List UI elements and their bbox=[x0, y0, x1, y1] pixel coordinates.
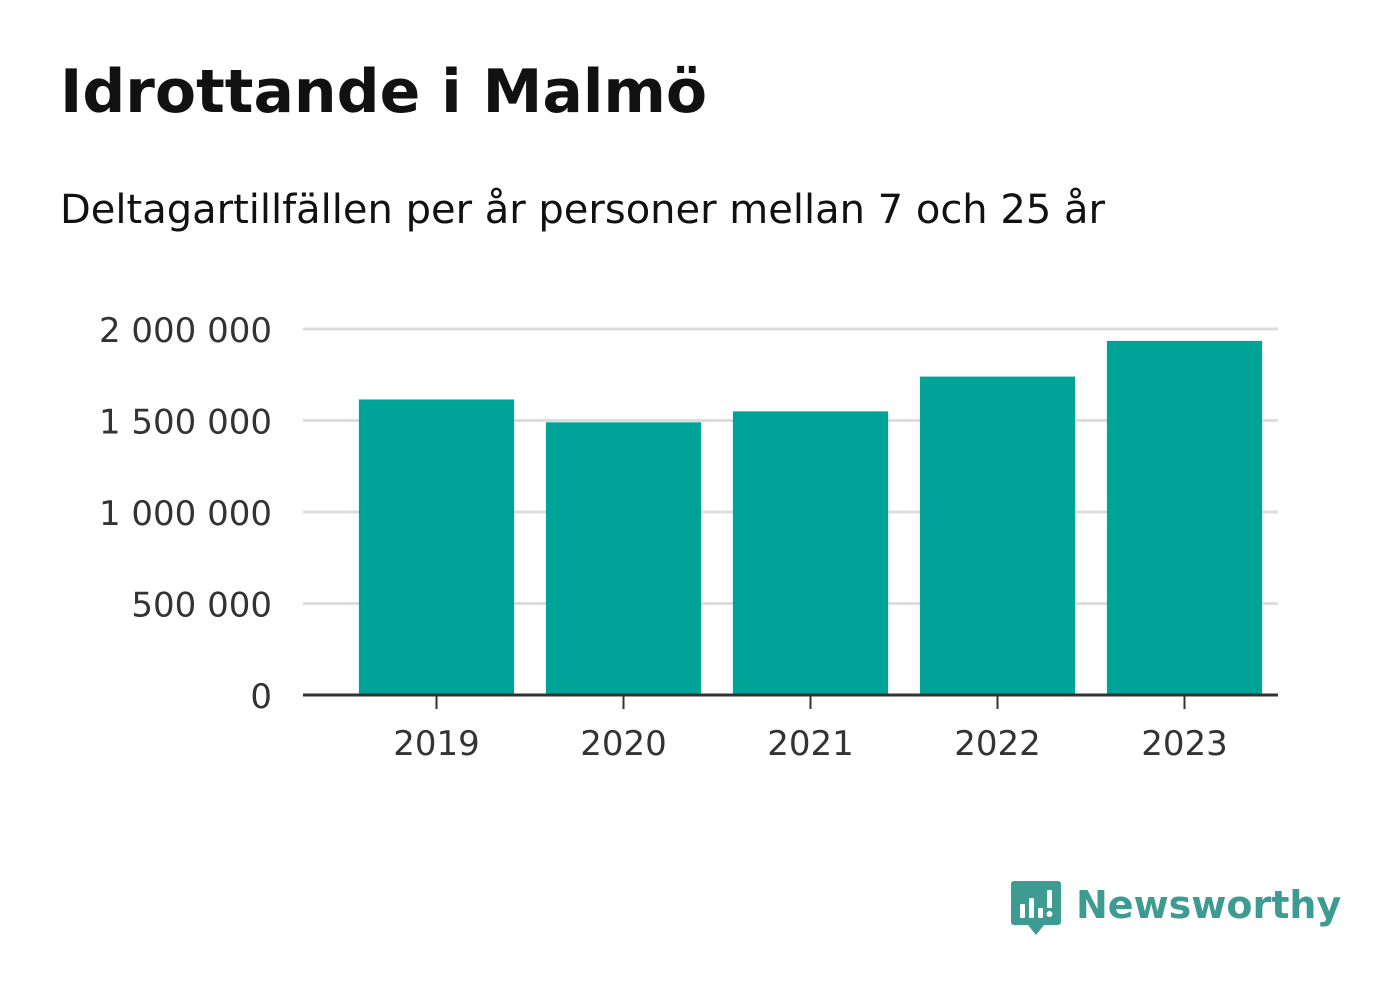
chart-title: Idrottande i Malmö bbox=[60, 57, 708, 127]
bar-2022 bbox=[919, 376, 1076, 695]
x-tick-label: 2023 bbox=[1141, 724, 1228, 764]
chart-subtitle: Deltagartillfällen per år personer mella… bbox=[60, 187, 1105, 233]
x-tick-label: 2022 bbox=[954, 724, 1041, 764]
bar-2023 bbox=[1106, 340, 1263, 695]
y-tick-labels: 0 500 000 1 000 000 1 500 000 2 000 000 bbox=[99, 311, 272, 717]
x-tick-label: 2021 bbox=[767, 724, 854, 764]
x-tick-label: 2019 bbox=[393, 724, 480, 764]
bar-2019 bbox=[358, 399, 515, 695]
axes bbox=[303, 693, 1278, 709]
x-tick-label: 2020 bbox=[580, 724, 667, 764]
y-tick-label: 2 000 000 bbox=[99, 311, 272, 351]
brand-name: Newsworthy bbox=[1076, 883, 1342, 927]
bar-2020 bbox=[545, 422, 702, 695]
y-tick-label: 0 bbox=[250, 677, 272, 717]
bar-2021 bbox=[732, 411, 889, 695]
brand-footer: Newsworthy bbox=[1010, 878, 1341, 940]
y-tick-label: 1 500 000 bbox=[99, 403, 272, 443]
bars bbox=[358, 340, 1263, 695]
y-tick-label: 500 000 bbox=[131, 586, 272, 626]
bar-chart-speech-bubble-icon bbox=[1011, 881, 1061, 935]
x-tick-labels: 2019 2020 2021 2022 2023 bbox=[393, 724, 1228, 764]
y-tick-label: 1 000 000 bbox=[99, 494, 272, 534]
